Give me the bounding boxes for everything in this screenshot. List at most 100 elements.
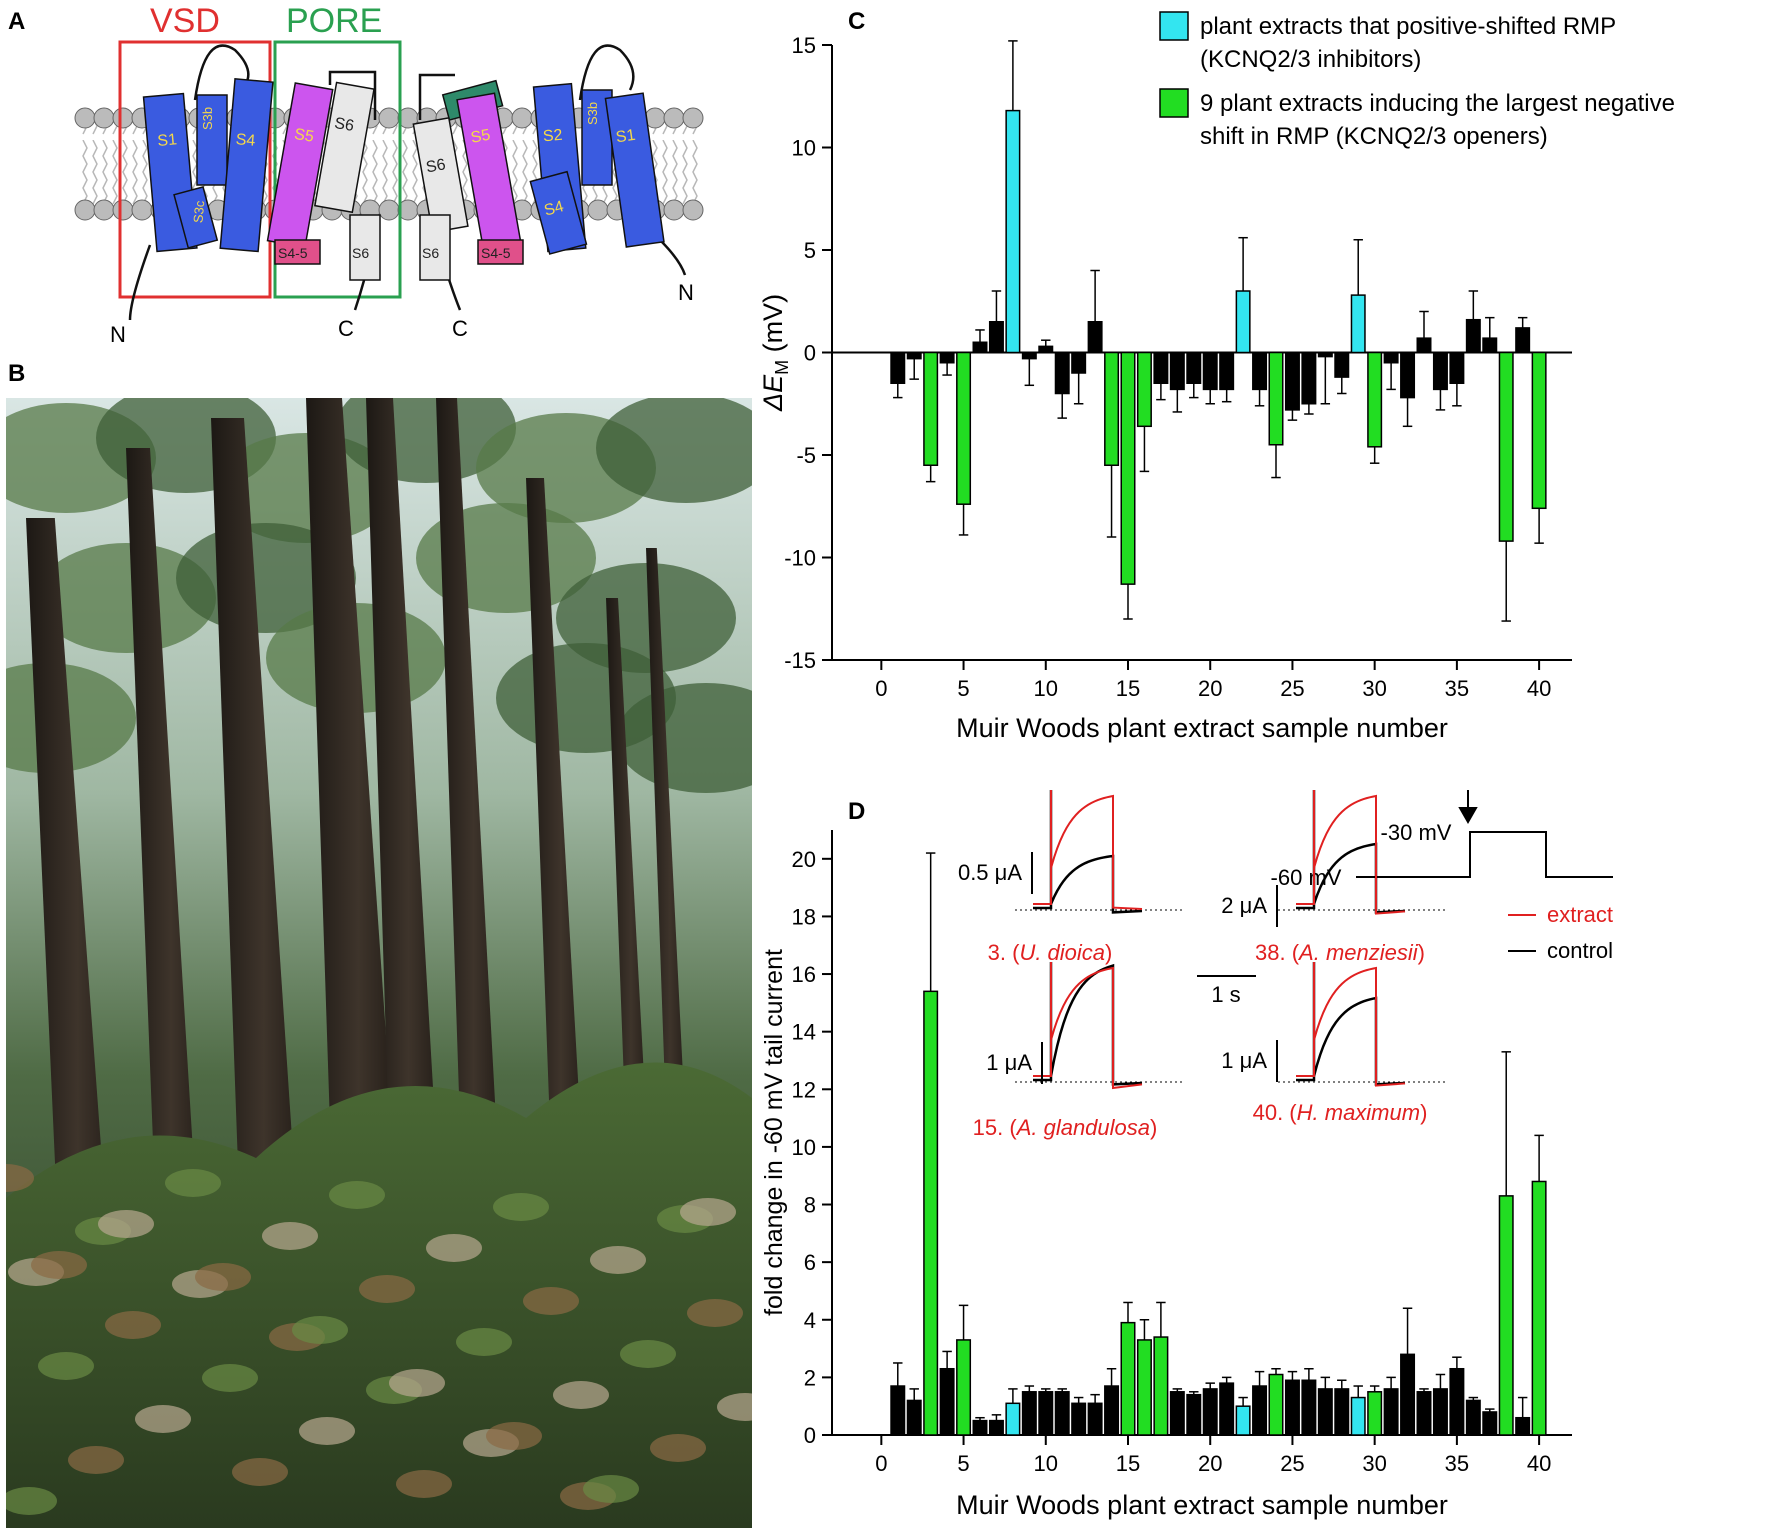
bar bbox=[1202, 351, 1218, 391]
bar bbox=[1005, 109, 1021, 354]
bar bbox=[1153, 351, 1169, 384]
bar bbox=[923, 990, 939, 1436]
lipid-head bbox=[663, 199, 685, 221]
svg-text:S4: S4 bbox=[235, 131, 256, 150]
x-tick-label: 0 bbox=[875, 1451, 887, 1476]
leaf-cluster bbox=[165, 1169, 221, 1197]
bar bbox=[1465, 318, 1481, 354]
bar bbox=[1087, 1402, 1103, 1436]
canopy-foliage bbox=[216, 433, 396, 543]
x-tick-label: 35 bbox=[1445, 676, 1469, 701]
y-tick-label: -5 bbox=[796, 443, 816, 468]
vsd-helix-s4: S4 bbox=[219, 78, 274, 253]
bar bbox=[1531, 1180, 1547, 1436]
bar bbox=[1136, 1339, 1152, 1436]
current-trace-extract bbox=[1033, 790, 1143, 911]
legend-swatch bbox=[1159, 11, 1189, 41]
canopy-foliage bbox=[36, 543, 216, 653]
leaf-cluster bbox=[680, 1198, 736, 1226]
leaf-cluster bbox=[650, 1434, 706, 1462]
legend-text: 9 plant extracts inducing the largest ne… bbox=[1200, 90, 1675, 117]
svg-text:S1: S1 bbox=[615, 127, 637, 147]
chart-d-xlabel: Muir Woods plant extract sample number bbox=[956, 1490, 1448, 1520]
bar bbox=[1317, 1388, 1333, 1436]
lipid-head bbox=[74, 199, 96, 221]
current-trace-control bbox=[1296, 962, 1406, 1086]
leaf-cluster bbox=[523, 1287, 579, 1315]
vsd-box bbox=[118, 40, 272, 299]
y-tick-label: 12 bbox=[792, 1077, 816, 1102]
current-scale-label: 1 μA bbox=[986, 1050, 1032, 1075]
canopy-foliage bbox=[596, 398, 752, 503]
bar bbox=[1416, 1391, 1432, 1436]
bar bbox=[1383, 1388, 1399, 1436]
leaf-cluster bbox=[98, 1210, 154, 1238]
terminus-n-right: N bbox=[678, 280, 694, 305]
pore-loop-left bbox=[328, 70, 377, 120]
bar bbox=[1136, 351, 1152, 428]
bar bbox=[972, 1419, 988, 1436]
svg-text:S3c: S3c bbox=[190, 200, 207, 224]
lipid-head bbox=[378, 107, 400, 129]
vsd-label: VSD bbox=[150, 2, 220, 40]
terminus-c-right: C bbox=[452, 316, 468, 341]
leaf-cluster bbox=[329, 1181, 385, 1209]
bar bbox=[972, 341, 988, 354]
current-scale-label: 1 μA bbox=[1221, 1048, 1267, 1073]
leaf-cluster bbox=[135, 1405, 191, 1433]
svg-text:S5: S5 bbox=[293, 126, 315, 146]
pore-helix-s5-right: S5 bbox=[456, 92, 523, 254]
bar bbox=[956, 351, 972, 505]
x-tick-label: 30 bbox=[1362, 1451, 1386, 1476]
svg-text:S5: S5 bbox=[469, 127, 491, 147]
bar bbox=[1054, 1391, 1070, 1436]
vsd-helix-s1-right: S1 bbox=[604, 92, 665, 248]
y-tick-label: -15 bbox=[784, 648, 816, 673]
y-tick-label: 18 bbox=[792, 904, 816, 929]
arrow-down-icon bbox=[1458, 790, 1478, 825]
bar bbox=[1367, 351, 1383, 448]
leaf-cluster bbox=[292, 1316, 348, 1344]
current-trace-extract bbox=[1033, 962, 1143, 1090]
leaf-cluster bbox=[262, 1222, 318, 1250]
svg-text:S3b: S3b bbox=[200, 107, 215, 130]
bar bbox=[1235, 1405, 1251, 1436]
bar bbox=[1153, 1336, 1169, 1436]
vsd-helix-s3b: S3b bbox=[196, 94, 228, 186]
chart-d: 0 2 4 6 8 10 12 14 16 18 20 0 5 10 15 20 25 30 35 40 -30 mV… bbox=[760, 790, 1613, 1520]
bar bbox=[906, 1399, 922, 1436]
bar bbox=[1186, 351, 1202, 384]
bar bbox=[939, 351, 955, 364]
panel-letter-d: D bbox=[848, 798, 866, 825]
panel-letter-a: A bbox=[8, 8, 26, 35]
bar bbox=[1021, 351, 1037, 360]
legend-extract-text: extract bbox=[1547, 902, 1613, 927]
bar bbox=[1235, 290, 1251, 354]
y-tick-label: 16 bbox=[792, 962, 816, 987]
x-tick-label: 5 bbox=[957, 676, 969, 701]
leaf-cluster bbox=[486, 1422, 542, 1450]
panel-letter-b: B bbox=[8, 360, 26, 387]
bar bbox=[1498, 1195, 1514, 1436]
voltage-protocol-trace bbox=[1356, 831, 1613, 878]
lipid-head bbox=[663, 107, 685, 129]
redwood-forest-photo bbox=[6, 398, 752, 1528]
leaf-cluster bbox=[38, 1352, 94, 1380]
protocol-high-label: -30 mV bbox=[1381, 820, 1452, 845]
x-tick-label: 15 bbox=[1116, 676, 1140, 701]
leaf-cluster bbox=[456, 1328, 512, 1356]
leaf-cluster bbox=[6, 1164, 34, 1192]
canopy-foliage bbox=[496, 643, 676, 753]
bar bbox=[1498, 351, 1514, 542]
pore-loop-right bbox=[418, 73, 455, 120]
y-tick-label: 5 bbox=[804, 238, 816, 263]
leaf-cluster bbox=[299, 1417, 355, 1445]
lipid-head bbox=[587, 199, 609, 221]
bar bbox=[1071, 1402, 1087, 1436]
legend-swatch bbox=[1159, 88, 1189, 118]
bar bbox=[1169, 1391, 1185, 1436]
svg-text:S6: S6 bbox=[425, 156, 447, 176]
legend-text: (KCNQ2/3 inhibitors) bbox=[1200, 46, 1421, 73]
y-tick-label: 10 bbox=[792, 1135, 816, 1160]
bar bbox=[890, 1385, 906, 1436]
